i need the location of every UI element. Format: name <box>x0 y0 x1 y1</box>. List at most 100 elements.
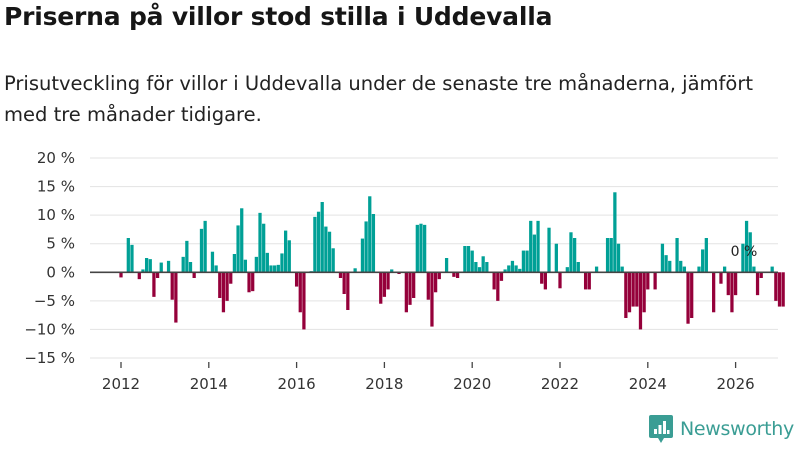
bar <box>265 252 269 273</box>
bar <box>532 234 537 273</box>
bar <box>412 272 416 298</box>
bar <box>565 267 569 273</box>
bar <box>346 272 350 310</box>
bar <box>254 256 258 273</box>
bar <box>686 272 690 324</box>
bar <box>730 272 734 313</box>
bar <box>631 272 635 307</box>
bar <box>660 243 665 273</box>
bar <box>755 272 760 296</box>
x-tick-label: 2012 <box>102 375 140 393</box>
bar <box>269 265 273 273</box>
bar <box>525 250 529 273</box>
bar <box>137 272 141 280</box>
x-tick-label: 2024 <box>629 375 667 393</box>
bar <box>616 243 621 273</box>
bar <box>276 264 280 273</box>
y-axis-labels: 20 % 15 % 10 % 5 % 0 % −5 % −10 % −15 % <box>24 149 75 367</box>
bar <box>229 272 233 284</box>
bar <box>214 265 218 273</box>
bar <box>280 253 284 273</box>
bar <box>547 227 551 273</box>
bar <box>613 192 617 273</box>
bar <box>594 266 599 273</box>
bar <box>496 272 500 301</box>
bar <box>627 272 632 313</box>
bar <box>697 266 701 273</box>
bar <box>529 220 533 273</box>
latest-value-label: 0 % <box>731 244 758 260</box>
bar <box>499 272 504 281</box>
bar <box>642 272 646 313</box>
y-tick-label: 20 % <box>37 149 75 167</box>
bar <box>166 260 171 273</box>
bar <box>390 269 394 273</box>
bar <box>236 225 240 273</box>
bar <box>624 272 628 318</box>
bar <box>583 272 588 290</box>
bar <box>141 269 145 273</box>
x-tick-label: 2018 <box>365 375 403 393</box>
bar <box>408 272 412 305</box>
bar <box>382 272 387 297</box>
newsworthy-logo[interactable]: Newsworthy <box>648 414 794 444</box>
bar <box>188 262 193 273</box>
bar <box>726 272 730 296</box>
bar <box>283 230 288 273</box>
bar <box>507 265 511 273</box>
x-tick-label: 2016 <box>278 375 316 393</box>
bar <box>774 272 778 301</box>
bar <box>701 249 705 273</box>
bar <box>181 256 185 273</box>
bar <box>192 272 196 278</box>
bar <box>331 248 335 273</box>
bar <box>327 231 332 273</box>
bar <box>437 272 441 280</box>
bar <box>415 224 419 273</box>
bar <box>152 272 156 297</box>
bar <box>144 258 149 273</box>
y-tick-label: −10 % <box>24 320 75 338</box>
bar <box>353 268 357 273</box>
bar <box>148 259 152 273</box>
bar <box>251 272 255 292</box>
bar <box>759 272 763 278</box>
bar <box>371 214 376 273</box>
bar <box>682 266 687 273</box>
bar <box>503 269 507 273</box>
bar <box>733 272 738 296</box>
y-tick-label: −5 % <box>34 292 75 310</box>
bar <box>430 272 434 327</box>
bar <box>320 202 324 273</box>
bar <box>302 272 306 330</box>
newsworthy-logo-icon <box>648 415 673 443</box>
bar <box>174 272 178 323</box>
y-tick-label: 10 % <box>37 206 75 224</box>
bar <box>294 272 299 287</box>
bar <box>675 238 679 273</box>
bar <box>126 238 130 273</box>
bar <box>273 265 277 273</box>
bar <box>225 272 229 301</box>
bar <box>221 272 226 313</box>
y-tick-label: −15 % <box>24 349 75 367</box>
bar <box>452 272 456 277</box>
bar <box>646 272 650 290</box>
bar <box>247 272 251 293</box>
bars <box>90 192 785 330</box>
bar <box>558 272 562 289</box>
bar <box>397 272 401 274</box>
bar <box>510 260 515 273</box>
bar <box>712 272 716 313</box>
bar <box>218 272 222 298</box>
bar <box>404 272 408 313</box>
bar <box>474 262 478 273</box>
bar <box>569 232 573 273</box>
bar <box>492 272 496 290</box>
y-tick-label: 0 % <box>46 263 75 281</box>
bar <box>664 255 668 273</box>
bar <box>119 272 123 278</box>
bar <box>543 272 547 290</box>
bar <box>609 238 613 273</box>
